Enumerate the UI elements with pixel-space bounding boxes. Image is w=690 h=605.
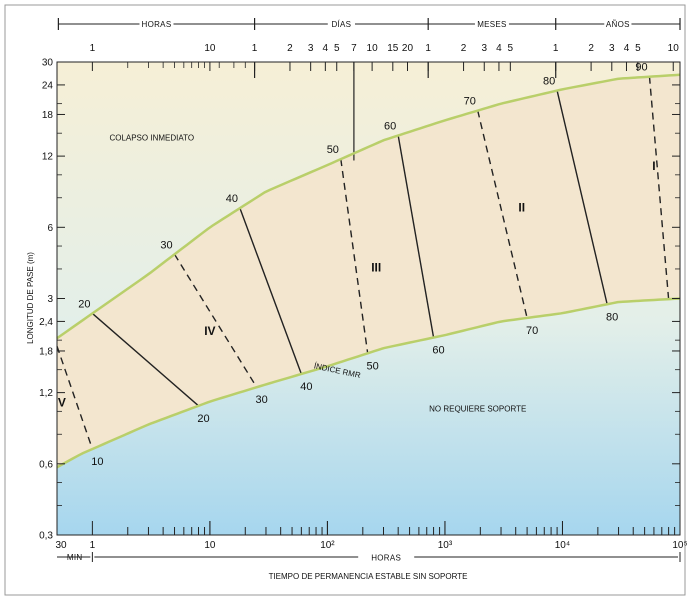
rmr-line-60 <box>397 135 435 338</box>
y-tick-label-6: 6 <box>47 223 53 234</box>
x-tick-label-3: 10² <box>320 540 335 551</box>
top-tick-label-1-3: 4 <box>323 43 329 54</box>
rmr-line-10 <box>56 346 94 450</box>
y-tick-label-3: 1,8 <box>39 346 53 357</box>
rmr-line-90 <box>648 76 670 300</box>
top-category-label-3: AÑOS <box>606 20 630 29</box>
top-tick-label-0-1: 10 <box>204 43 216 54</box>
y-tick-label-0: 0,3 <box>39 531 53 542</box>
x-tick-label-5: 10⁴ <box>555 540 570 551</box>
x-tick-label-4: 10³ <box>438 540 453 551</box>
stable-band-fill <box>57 74 680 468</box>
rmr-line-50 <box>340 159 369 354</box>
top-tick-label-3-1: 2 <box>588 43 594 54</box>
band-curve-lower <box>56 297 681 469</box>
band-curve-upper <box>56 73 681 340</box>
y-tick-label-7: 12 <box>42 152 54 163</box>
rmr-line-20 <box>91 312 199 407</box>
rock-class-IV: IV <box>204 324 215 338</box>
x-tick-label-0: 30 <box>55 540 67 551</box>
rmr-line-40 <box>239 207 303 375</box>
rmr-line-80 <box>556 90 608 305</box>
top-category-bg-2 <box>474 18 509 30</box>
rmr-label-upper-60: 60 <box>384 121 396 133</box>
top-category-bg-1 <box>327 18 355 30</box>
bottom-hours-label: HORAS <box>371 554 401 563</box>
y-tick-label-8: 18 <box>42 110 54 121</box>
rmr-label-upper-90: 90 <box>635 62 647 74</box>
top-tick-label-1-0: 1 <box>252 43 258 54</box>
stable-band <box>57 74 680 468</box>
rmr-label-upper-70: 70 <box>464 96 476 108</box>
top-tick-label-3-5: 10 <box>668 43 680 54</box>
y-tick-label-9: 24 <box>42 80 54 91</box>
top-tick-label-3-3: 4 <box>624 43 630 54</box>
y-axis-title: LONGITUD DE PASE (m) <box>26 252 35 344</box>
rock-class-I: I <box>652 159 655 173</box>
bottom-hours-label-bg <box>358 551 415 563</box>
rmr-label-upper-20: 20 <box>78 298 90 310</box>
rock-class-III: III <box>371 261 381 275</box>
top-tick-label-1-2: 3 <box>308 43 314 54</box>
x-tick-label-2: 10 <box>204 540 216 551</box>
y-tick-label-2: 1,2 <box>39 388 53 399</box>
rmr-label-upper-40: 40 <box>226 193 238 205</box>
top-tick-label-2-3: 4 <box>496 43 502 54</box>
rmr-label-lower-70: 70 <box>526 325 538 337</box>
rmr-label-upper-80: 80 <box>543 76 555 88</box>
y-tick-label-4: 2,4 <box>39 317 53 328</box>
top-tick-label-1-5: 7 <box>351 43 357 54</box>
rmr-label-lower-80: 80 <box>606 311 618 323</box>
top-tick-label-0-0: 1 <box>90 43 96 54</box>
top-tick-label-3-4: 5 <box>635 43 641 54</box>
top-category-bg-0 <box>139 18 174 30</box>
top-tick-label-2-4: 5 <box>508 43 514 54</box>
rmr-lines <box>56 62 670 450</box>
x-tick-label-6: 10⁵ <box>672 540 687 551</box>
y-tick-label-5: 3 <box>47 294 53 305</box>
top-category-label-2: MESES <box>477 20 507 29</box>
top-tick-label-1-6: 10 <box>367 43 379 54</box>
x-axis-title: TIEMPO DE PERMANENCIA ESTABLE SIN SOPORT… <box>269 572 468 581</box>
rmr-label-lower-60: 60 <box>432 345 444 357</box>
rmr-label-upper-50: 50 <box>327 144 339 156</box>
rmr-label-lower-30: 30 <box>256 394 268 406</box>
top-tick-label-3-2: 3 <box>609 43 615 54</box>
rmr-label-lower-50: 50 <box>367 360 379 372</box>
x-tick-label-1: 1 <box>90 540 96 551</box>
rmr-line-30 <box>173 253 258 388</box>
annotation-colapso-inmediato: COLAPSO INMEDIATO <box>109 133 194 142</box>
rmr-label-lower-20: 20 <box>197 413 209 425</box>
top-tick-label-1-8: 20 <box>402 43 414 54</box>
rock-class-V: V <box>58 395 66 409</box>
top-tick-label-1-7: 15 <box>387 43 399 54</box>
top-tick-label-2-2: 3 <box>481 43 487 54</box>
top-tick-label-1-1: 2 <box>287 43 293 54</box>
top-category-label-1: DÍAS <box>331 20 351 29</box>
annotation-no-requiere-soporte: NO REQUIERE SOPORTE <box>429 404 526 413</box>
top-tick-label-1-4: 5 <box>334 43 340 54</box>
plot-border <box>56 61 681 536</box>
rmr-label-lower-40: 40 <box>300 381 312 393</box>
rmr-label-upper-30: 30 <box>160 239 172 251</box>
band-curves <box>56 73 681 469</box>
top-tick-label-3-0: 1 <box>553 43 559 54</box>
bottom-min-label: MIN <box>67 553 83 562</box>
y-tick-label-10: 30 <box>42 58 54 69</box>
rock-class-II: II <box>518 200 525 214</box>
top-tick-label-2-1: 2 <box>461 43 467 54</box>
top-tick-label-2-0: 1 <box>425 43 431 54</box>
rmr-label-lower-10: 10 <box>91 456 103 468</box>
top-category-bg-3 <box>604 18 632 30</box>
top-category-label-0: HORAS <box>142 20 172 29</box>
y-tick-label-1: 0,6 <box>39 459 53 470</box>
